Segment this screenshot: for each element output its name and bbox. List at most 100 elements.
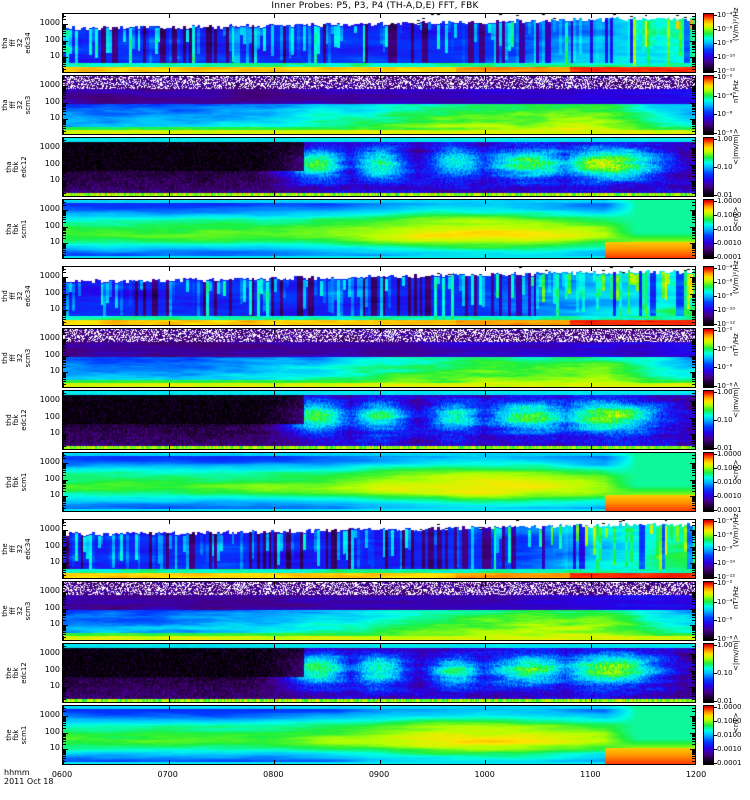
y-minor-tick [692, 436, 695, 437]
y-tick-label: 100 [44, 726, 60, 736]
y-minor-tick [692, 491, 695, 492]
y-tick-label: 10 [49, 237, 60, 247]
x-tick [169, 14, 170, 18]
y-minor-tick [63, 173, 66, 174]
panel-thd-fbk-scm1[interactable] [62, 452, 696, 512]
panel-thd-fff-32-scm3[interactable] [62, 328, 696, 388]
y-minor-tick [63, 406, 66, 407]
colorbar-tick [714, 639, 717, 640]
colorbar-fbk_b-3[interactable] [703, 199, 714, 259]
y-minor-tick [692, 376, 695, 377]
x-tick [63, 329, 64, 333]
y-minor-tick [692, 419, 695, 420]
y-minor-tick [63, 437, 66, 438]
panel-tha-fbk-scm1[interactable] [62, 199, 696, 259]
y-minor-tick [692, 627, 695, 628]
panel-the-fbk-edc12[interactable] [62, 643, 696, 703]
colorbar-fbk_e-6[interactable] [703, 390, 714, 450]
panel-label-text-the-fbk-scm1: the fbk scm1 [4, 725, 28, 745]
y-tick-label: 100 [44, 411, 60, 421]
y-minor-tick [692, 446, 695, 447]
colorbar-fbk_e-10[interactable] [703, 643, 714, 703]
x-tick [274, 453, 275, 457]
y-minor-tick [63, 617, 66, 618]
y-minor-tick [692, 69, 695, 70]
y-minor-tick [63, 176, 66, 177]
y-minor-tick [692, 575, 695, 576]
y-minor-tick [63, 322, 66, 323]
y-minor-tick [63, 637, 66, 638]
x-tick [380, 574, 381, 578]
colorbar-fft_e-0[interactable] [703, 13, 714, 73]
y-minor-tick [692, 93, 695, 94]
x-tick [485, 636, 486, 640]
y-minor-tick [692, 95, 695, 96]
spectrogram-image-tha-fff-32-scm3 [63, 76, 695, 134]
y-minor-tick [63, 674, 66, 675]
y-minor-tick [692, 396, 695, 397]
colorbar-fbk_b-11[interactable] [703, 705, 714, 765]
panel-the-fbk-scm1[interactable] [62, 705, 696, 765]
panel-label-the-fff-32-scm3: the fff 32 scm3 [0, 594, 35, 628]
colorbar-fft_b-9[interactable] [703, 581, 714, 641]
colorbar-fbk_b-7[interactable] [703, 452, 714, 512]
x-tick [63, 698, 64, 702]
y-minor-tick [692, 272, 695, 273]
y-minor-tick [63, 357, 66, 358]
colorbar-fft_e-4[interactable] [703, 266, 714, 326]
x-tick [380, 445, 381, 449]
colorbar-tick [714, 229, 717, 230]
y-minor-tick [63, 480, 66, 481]
colorbar-fft_b-5[interactable] [703, 328, 714, 388]
panel-the-fff-32-scm3[interactable] [62, 581, 696, 641]
y-minor-tick [692, 689, 695, 690]
spectrogram-image-thd-fff-32-edc34 [63, 267, 695, 325]
panel-the-fff-32-edc34[interactable] [62, 519, 696, 579]
y-minor-tick [692, 604, 695, 605]
panel-thd-fff-32-edc34[interactable] [62, 266, 696, 326]
y-minor-tick [692, 167, 695, 168]
panel-tha-fbk-edc12[interactable] [62, 137, 696, 197]
x-tick-label-1100: 1100 [580, 770, 601, 779]
y-minor-tick [63, 548, 66, 549]
y-major-tick [690, 530, 695, 531]
colorbar-fft_e-8[interactable] [703, 519, 714, 579]
y-minor-tick [692, 753, 695, 754]
y-minor-tick [63, 421, 66, 422]
x-tick [169, 383, 170, 387]
x-tick [169, 507, 170, 511]
colorbar-fft_b-1[interactable] [703, 75, 714, 135]
panel-thd-fbk-edc12[interactable] [62, 390, 696, 450]
y-minor-tick [692, 128, 695, 129]
y-minor-tick [63, 426, 66, 427]
y-major-tick [690, 210, 695, 211]
y-minor-tick [692, 699, 695, 700]
y-tick-label: 10 [49, 490, 60, 500]
colorbar-tick-label: 1.00 [717, 388, 733, 396]
colorbar-tick [714, 577, 717, 578]
y-minor-tick [692, 525, 695, 526]
y-minor-tick [692, 252, 695, 253]
y-minor-tick [63, 505, 66, 506]
colorbar-fbk_e-2[interactable] [703, 137, 714, 197]
colorbar-tick-label: 0.0010 [717, 239, 742, 247]
y-minor-tick [692, 311, 695, 312]
y-minor-tick [63, 64, 66, 65]
x-tick [63, 76, 64, 80]
panel-tha-fff-32-edc34[interactable] [62, 13, 696, 73]
panel-label-tha-fbk-scm1: tha fbk scm1 [0, 212, 35, 246]
panel-tha-fff-32-scm3[interactable] [62, 75, 696, 135]
x-tick [169, 192, 170, 196]
panel-label-tha-fff-32-scm3: tha fff 32 scm3 [0, 88, 35, 122]
panel-label-thd-fbk-scm1: thd fbk scm1 [0, 465, 35, 499]
y-minor-tick [692, 140, 695, 141]
x-tick [169, 636, 170, 640]
y-minor-tick [63, 346, 66, 347]
y-minor-tick [63, 377, 66, 378]
y-minor-tick [692, 377, 695, 378]
y-minor-tick [63, 340, 66, 341]
colorbar-tick-label: 0.01 [717, 697, 733, 705]
y-minor-tick [692, 183, 695, 184]
y-minor-tick [63, 672, 66, 673]
colorbar-tick [714, 43, 717, 44]
